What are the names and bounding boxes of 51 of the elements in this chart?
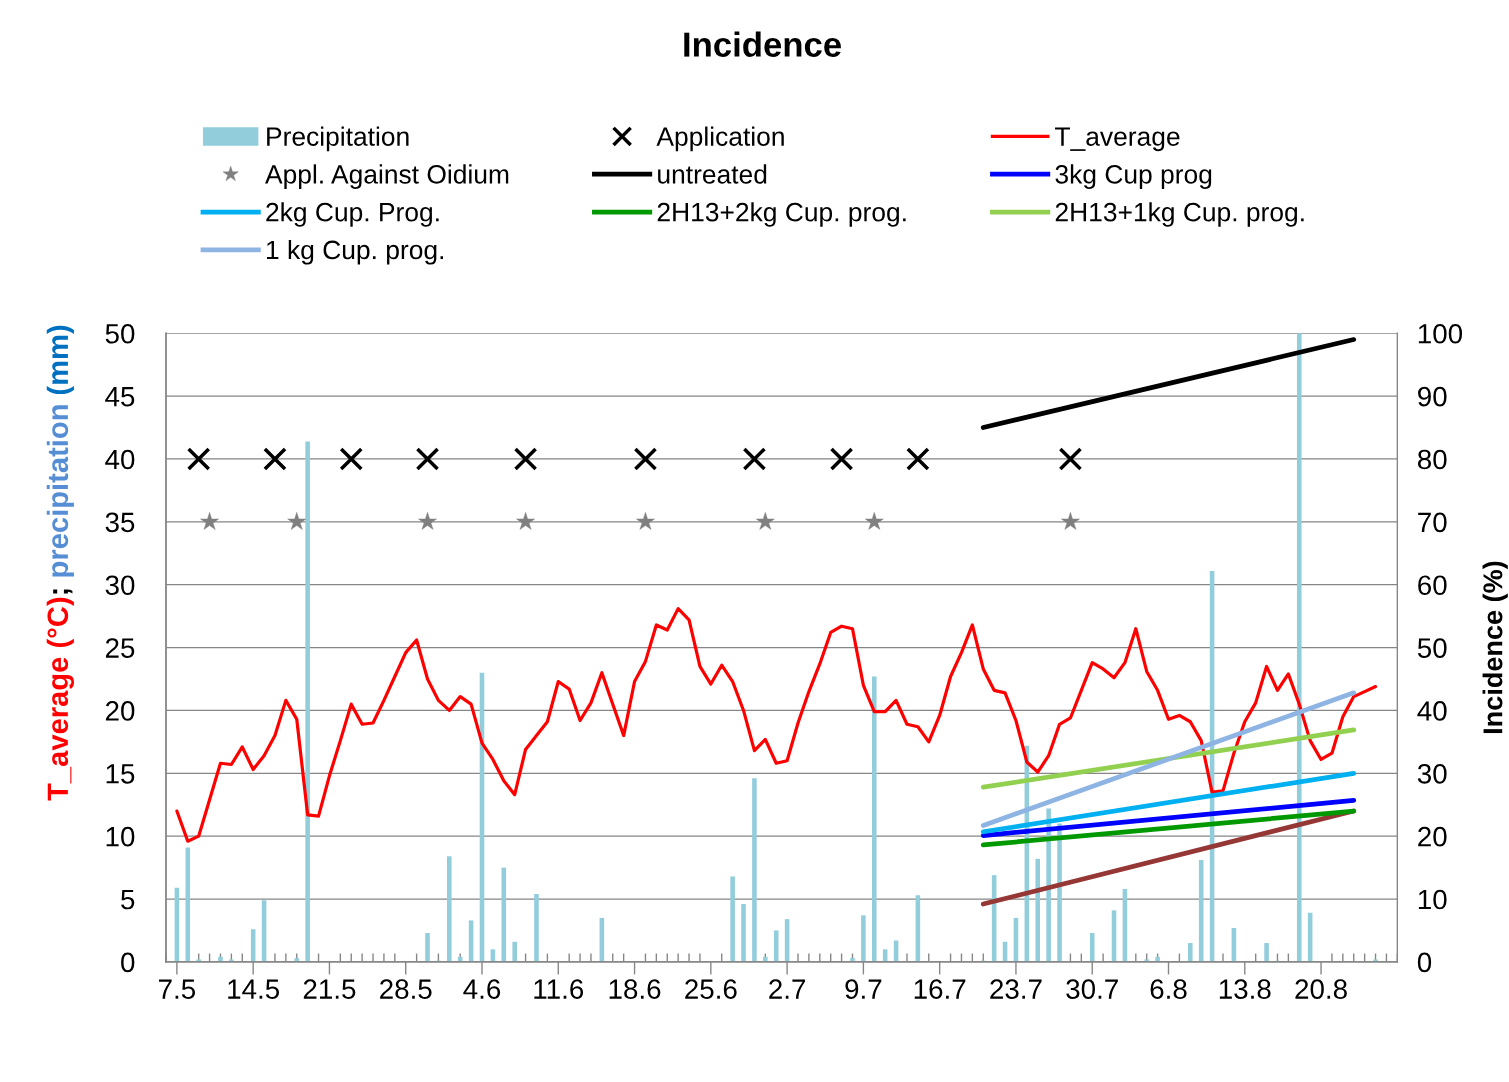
y-tick-label: 15 [106,764,135,784]
legend-label: 1 kg Cup. prog. [267,239,444,265]
x-tick-label: 28.5 [380,979,432,999]
x-tick-label: 30.7 [1066,979,1118,999]
y-tick-label: 30 [105,575,135,596]
y2-axis-title: Incidence (%) [1482,561,1508,734]
x-tick-label: 2.7 [769,979,806,999]
chart-title: Incidence [684,31,841,57]
legend-label: Application [656,126,784,152]
y-tick-label: 25 [105,638,135,658]
legend-label: Precipitation [267,126,409,152]
x-tick-label: 21.5 [303,979,356,999]
y2-tick-label: 80 [1417,449,1447,470]
y2-tick-label: 50 [1417,638,1447,658]
y-tick-label: 40 [105,449,135,470]
x-tick-label: 20.8 [1295,979,1347,999]
legend-label: 2H13+1kg Cup. prog. [1055,202,1304,227]
y-tick-label: 20 [105,701,135,721]
legend-label: untreated [658,164,767,184]
y-tick-label: 50 [105,323,135,344]
legend-label: 2H13+2kg Cup. prog. [657,202,906,227]
y-tick-label: 0 [121,952,135,973]
x-tick-label: 13.8 [1219,979,1271,999]
y2-tick-label: 70 [1418,512,1447,533]
x-tick-label: 9.7 [845,979,882,999]
x-tick-label: 4.6 [463,979,501,999]
legend-label: 3kg Cup prog [1055,164,1212,189]
x-tick-label: 11.6 [534,979,584,999]
y-tick-label: 45 [105,387,135,407]
y2-tick-label: 0 [1417,952,1432,973]
x-tick-label: 16.7 [914,979,966,999]
legend-label: 2kg Cup. Prog. [266,202,439,227]
y-tick-label: 5 [121,889,135,910]
y2-tick-label: 60 [1418,575,1447,596]
y2-tick-label: 90 [1418,386,1447,407]
y2-tick-label: 30 [1417,763,1447,784]
legend-label: T_average [1055,127,1180,152]
x-tick-label: 23.7 [990,979,1042,999]
y2-tick-label: 10 [1418,889,1447,910]
y-tick-label: 35 [105,512,135,533]
x-tick-label: 6.8 [1150,979,1187,999]
y2-tick-label: 100 [1418,323,1463,344]
x-tick-label: 7.5 [159,979,196,999]
y2-tick-label: 40 [1417,701,1447,721]
y-axis-title: T_average (°C); precipitation (mm) [46,325,75,801]
y2-tick-label: 20 [1418,826,1447,847]
legend-label: Appl. Against Oidium [265,164,509,189]
y-tick-label: 10 [106,826,135,847]
x-tick-label: 18.6 [609,979,661,999]
x-tick-label: 25.6 [685,979,737,999]
x-tick-label: 14.5 [228,979,280,999]
